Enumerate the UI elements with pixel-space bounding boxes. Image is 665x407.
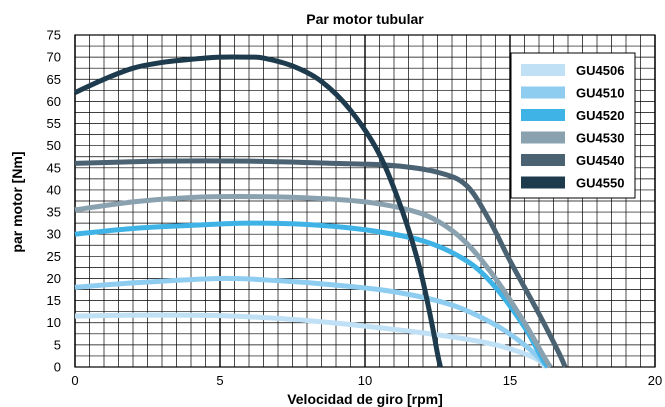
y-tick-label: 20 (47, 271, 61, 286)
legend-label: GU4540 (576, 153, 624, 168)
y-tick-label: 60 (47, 94, 61, 109)
series-line-gu4506 (74, 312, 547, 369)
x-tick-label: 0 (71, 373, 78, 388)
x-tick-label: 10 (358, 373, 372, 388)
x-tick-label: 20 (648, 373, 662, 388)
series-line-gu4540 (74, 158, 568, 369)
y-tick-label: 30 (47, 227, 61, 242)
legend-label: GU4510 (576, 86, 624, 101)
y-tick-label: 70 (47, 50, 61, 65)
legend-swatch (521, 64, 565, 76)
legend-swatch (521, 86, 565, 99)
grid (74, 34, 656, 368)
axes (74, 34, 656, 368)
chart-title: Par motor tubular (306, 11, 424, 27)
y-tick-label: 35 (47, 205, 61, 220)
legend-label: GU4530 (576, 131, 624, 146)
y-tick-label: 15 (47, 293, 61, 308)
y-tick-label: 45 (47, 160, 61, 175)
y-tick-label: 40 (47, 182, 61, 197)
y-tick-label: 25 (47, 249, 61, 264)
legend-label: GU4550 (576, 176, 624, 191)
legend-swatch (521, 131, 565, 144)
legend-swatch (521, 109, 565, 121)
series-line-gu4530 (74, 194, 553, 369)
series-line-gu4520 (74, 220, 550, 369)
y-tick-label: 10 (47, 315, 61, 330)
y-tick-label: 55 (47, 116, 61, 131)
legend: GU4506 GU4510 GU4520 GU4530 GU4540 GU4550 (510, 52, 636, 199)
y-tick-label: 5 (54, 337, 61, 352)
x-axis-label: Velocidad de giro [rpm] (287, 391, 443, 407)
tick-labels: 0 5 10 15 20 0 5 10 15 20 25 30 35 40 45 50 55 60 65 70 75 (47, 28, 663, 389)
series-line-gu4510 (74, 275, 550, 369)
y-tick-label: 50 (47, 138, 61, 153)
y-axis-label: par motor [Nm] (9, 151, 25, 252)
y-tick-label: 0 (54, 360, 61, 375)
series-line-gu4550 (73, 54, 443, 368)
legend-swatch (521, 154, 565, 166)
plot-frame (74, 34, 656, 368)
x-tick-label: 5 (216, 373, 223, 388)
y-tick-label: 65 (47, 72, 61, 87)
legend-label: GU4506 (576, 63, 624, 78)
y-tick-label: 75 (47, 28, 61, 43)
legend-box (510, 52, 636, 199)
legend-swatch (521, 176, 565, 189)
x-tick-label: 15 (503, 373, 517, 388)
legend-label: GU4520 (576, 108, 624, 123)
series-layer (73, 54, 568, 369)
